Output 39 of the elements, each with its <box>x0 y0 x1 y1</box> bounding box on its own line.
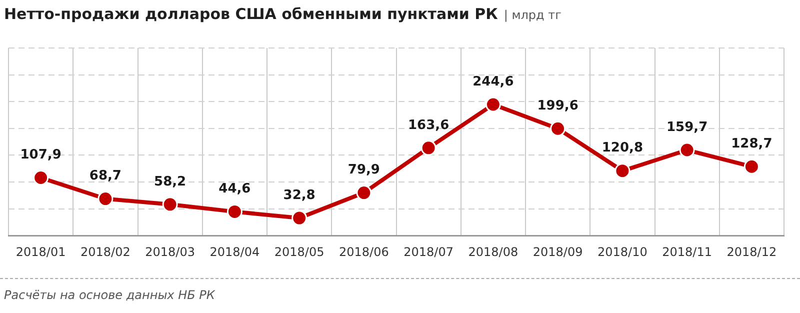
point <box>614 163 630 179</box>
x-tick-label: 2018/12 <box>726 244 777 259</box>
x-tick-label: 2018/10 <box>598 244 648 259</box>
data-label: 120,8 <box>602 140 643 156</box>
point <box>33 170 49 186</box>
point <box>485 96 501 112</box>
data-label: 128,7 <box>731 136 772 152</box>
x-tick-label: 2018/05 <box>274 244 324 259</box>
point <box>292 210 308 226</box>
point <box>98 191 114 207</box>
x-tick-label: 2018/02 <box>80 244 130 259</box>
chart-subtitle: | млрд тг <box>504 8 562 22</box>
data-label: 107,9 <box>20 148 62 163</box>
data-label: 159,7 <box>666 120 708 135</box>
x-tick-label: 2018/07 <box>404 244 454 259</box>
point <box>356 185 372 201</box>
x-tick-label: 2018/08 <box>468 244 518 259</box>
data-label: 199,6 <box>537 98 578 114</box>
text: Расчёты на основе данных НБ РК <box>4 288 215 302</box>
data-label: 44,6 <box>218 182 251 197</box>
x-tick-label: 2018/03 <box>145 244 195 259</box>
point <box>550 120 566 136</box>
point <box>162 196 178 212</box>
data-label: 79,9 <box>348 162 380 178</box>
x-tick-label: 2018/06 <box>339 244 389 259</box>
point <box>679 142 695 158</box>
point <box>226 204 242 220</box>
point <box>420 140 436 156</box>
x-tick-label: 2018/09 <box>532 244 583 259</box>
x-tick-label: 2018/11 <box>662 244 712 259</box>
data-label: 244,6 <box>472 74 514 90</box>
chart-title: Нетто-продажи долларов США обменными пунктами РК <box>4 5 498 23</box>
x-tick-label: 2018/04 <box>210 244 260 259</box>
point <box>744 158 760 174</box>
x-tick-label: 2018/01 <box>16 244 66 259</box>
data-label: 58,2 <box>154 174 186 190</box>
data-label: 163,6 <box>408 118 450 133</box>
data-label: 32,8 <box>283 188 316 203</box>
data-label: 68,7 <box>89 168 122 184</box>
